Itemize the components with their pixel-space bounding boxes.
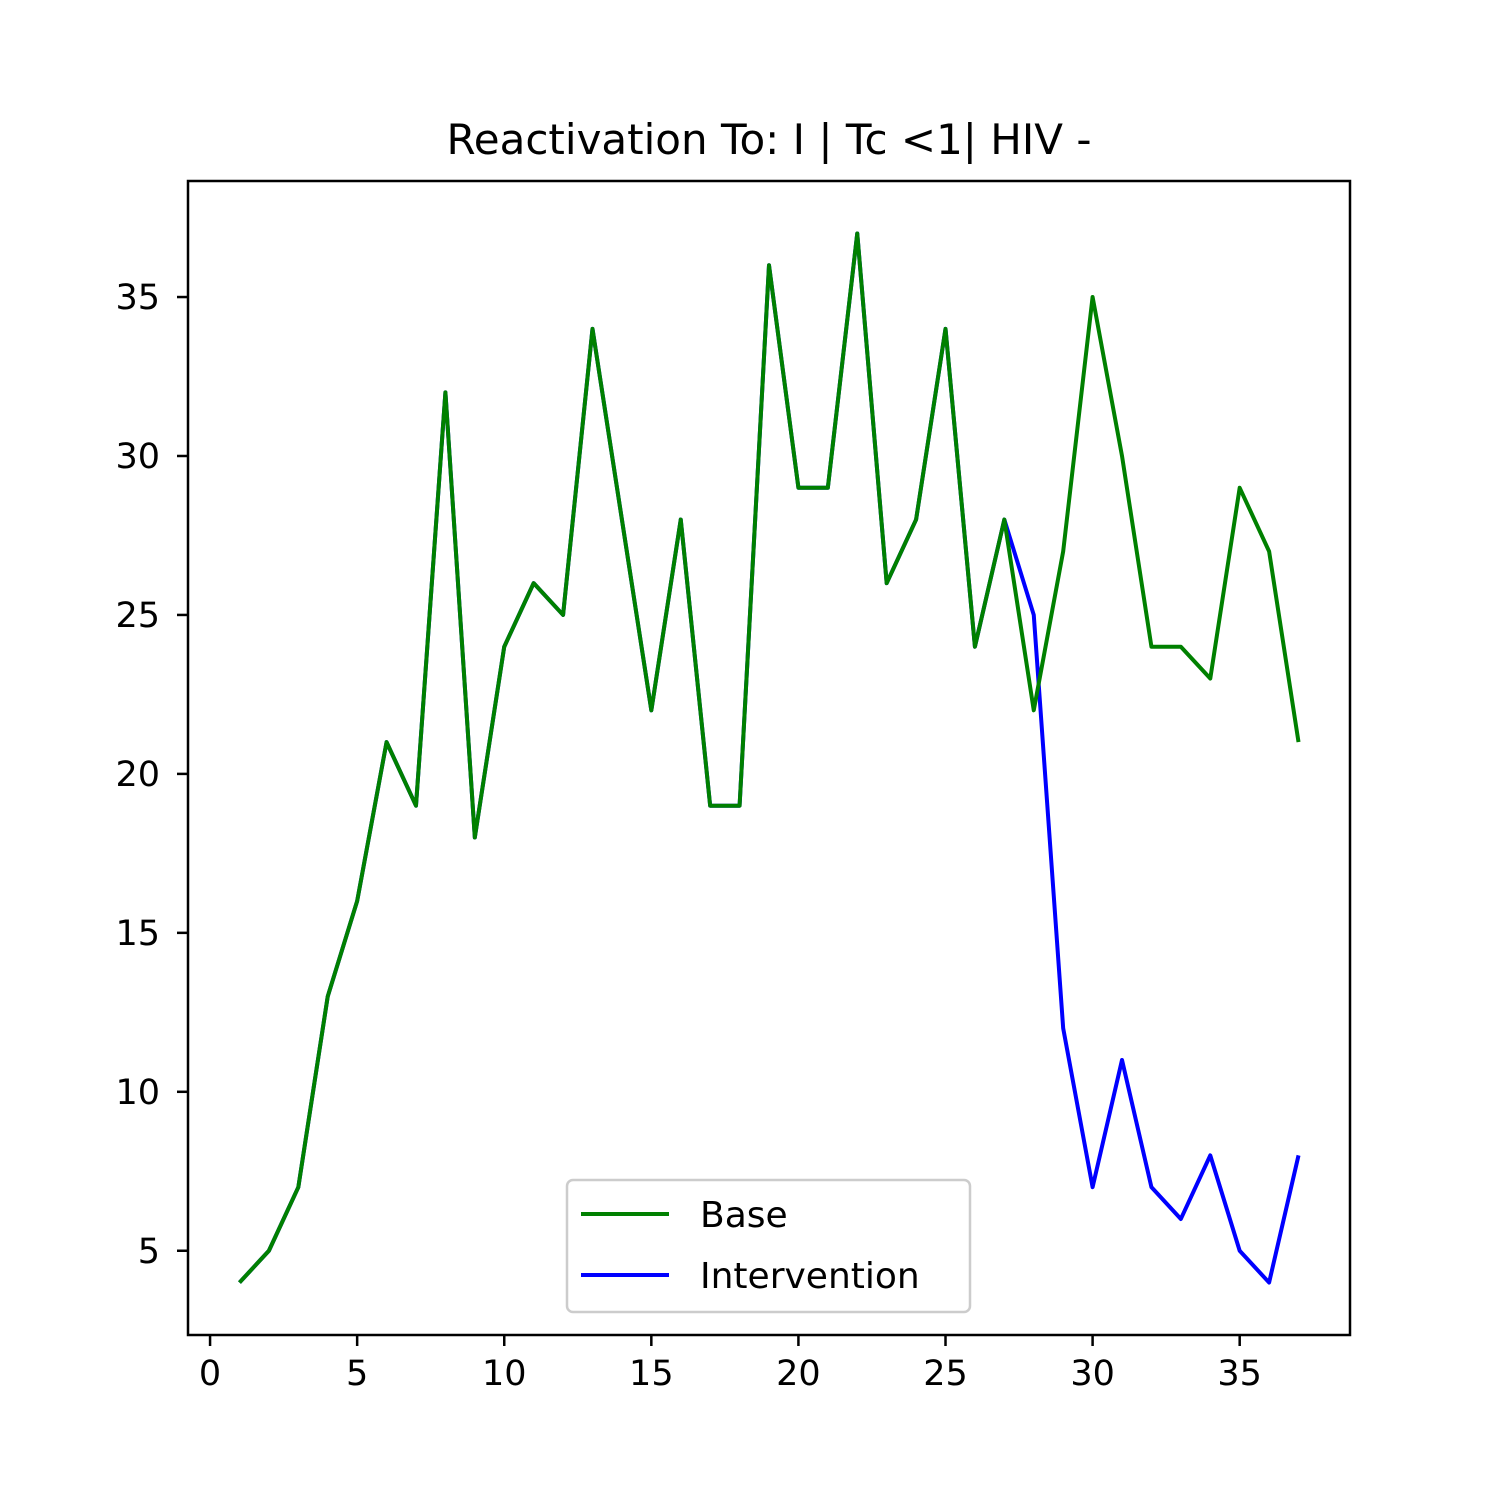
chart-title: Reactivation To: I | Tc <1| HIV - [446,115,1091,164]
y-tick-label: 15 [115,914,160,954]
y-tick-label: 25 [115,596,160,636]
y-axis: 5 10 15 20 25 30 35 [115,278,188,1272]
y-tick-label: 30 [115,437,160,477]
legend-item-intervention: Intervention [581,1256,920,1297]
series-line-base [238,231,1301,1284]
x-tick-label: 5 [346,1354,368,1394]
x-tick-label: 35 [1217,1354,1262,1394]
x-tick-label: 15 [629,1354,674,1394]
legend-label-base: Base [700,1195,788,1236]
plot-frame [186,179,1352,1337]
legend-label-intervention: Intervention [700,1256,920,1297]
y-tick-label: 5 [138,1232,160,1272]
series-layer [238,231,1301,1285]
y-tick-label: 35 [115,278,160,318]
x-tick-label: 30 [1070,1354,1115,1394]
y-tick-label: 10 [115,1073,160,1113]
legend-item-base: Base [581,1195,788,1236]
legend: Base Intervention [565,1178,972,1314]
x-tick-label: 20 [776,1354,821,1394]
x-tick-label: 10 [482,1354,527,1394]
y-tick-label: 20 [115,755,160,795]
x-axis: 0 5 10 15 20 25 30 35 [199,1335,1262,1394]
x-tick-label: 0 [199,1354,221,1394]
x-tick-label: 25 [923,1354,968,1394]
